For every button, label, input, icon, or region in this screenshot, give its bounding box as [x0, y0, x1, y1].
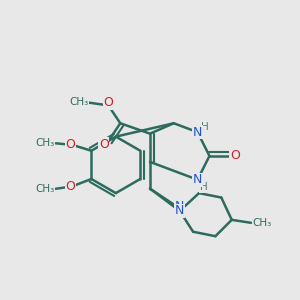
Text: H: H — [201, 122, 209, 132]
Text: O: O — [66, 180, 76, 193]
Text: N: N — [174, 200, 184, 213]
Text: N: N — [175, 204, 184, 218]
Text: CH₃: CH₃ — [35, 138, 54, 148]
Text: CH₃: CH₃ — [253, 218, 272, 228]
Text: CH₃: CH₃ — [69, 98, 88, 107]
Text: O: O — [66, 138, 76, 151]
Text: H: H — [200, 182, 207, 192]
Text: O: O — [99, 138, 109, 151]
Text: CH₃: CH₃ — [35, 184, 54, 194]
Text: N: N — [193, 173, 202, 186]
Text: O: O — [103, 96, 113, 109]
Text: N: N — [193, 126, 202, 139]
Text: O: O — [230, 149, 240, 162]
